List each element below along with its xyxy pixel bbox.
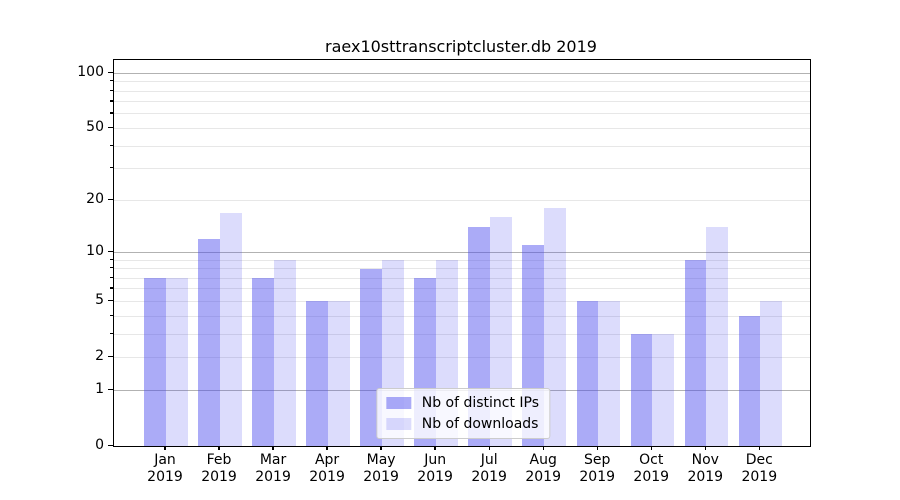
- gridline-y-100: [114, 72, 810, 74]
- x-tick-mark-dec: [758, 446, 760, 450]
- gridline-y-3: [114, 333, 810, 335]
- x-tick-label-may: May 2019: [363, 452, 399, 485]
- gridline-y-8: [114, 268, 810, 270]
- bar-distinct-ips-apr: [306, 301, 329, 446]
- y-tick-mark-20: [108, 198, 113, 200]
- y-tick-label-5: 5: [95, 292, 104, 309]
- bar-downloads-dec: [760, 301, 782, 446]
- y-tick-label-10: 10: [86, 243, 104, 260]
- y-minor-tick-mark-7: [110, 276, 113, 278]
- bar-distinct-ips-mar: [252, 278, 275, 446]
- y-tick-mark-10: [108, 250, 113, 253]
- x-tick-mark-oct: [650, 446, 652, 450]
- gridline-y-9: [114, 259, 810, 261]
- legend-swatch-distinct-ips: [386, 397, 412, 409]
- y-minor-tick-mark-30: [110, 167, 113, 169]
- y-tick-label-1: 1: [95, 381, 104, 398]
- x-tick-mark-feb: [218, 446, 220, 450]
- bar-distinct-ips-sep: [576, 301, 599, 446]
- bar-distinct-ips-may: [360, 268, 383, 446]
- y-minor-tick-mark-70: [110, 100, 113, 102]
- x-tick-label-oct: Oct 2019: [633, 452, 670, 485]
- legend-item-distinct-ips: Nb of distinct IPs: [386, 395, 540, 411]
- bar-distinct-ips-jan: [144, 278, 166, 446]
- y-minor-tick-mark-3: [110, 332, 113, 334]
- gridline-y-2: [114, 356, 810, 358]
- x-tick-mark-aug: [542, 446, 544, 450]
- y-tick-mark-100: [108, 71, 113, 74]
- x-tick-mark-jul: [488, 446, 490, 450]
- gridline-y-50: [114, 127, 810, 129]
- bar-distinct-ips-oct: [630, 334, 653, 446]
- bar-downloads-feb: [220, 212, 242, 446]
- x-tick-mark-apr: [326, 446, 328, 450]
- legend-item-downloads: Nb of downloads: [386, 416, 539, 432]
- legend-label-distinct-ips: Nb of distinct IPs: [421, 395, 540, 411]
- legend-label-downloads: Nb of downloads: [421, 416, 539, 432]
- plot-area: Nb of distinct IPs Nb of downloads: [113, 59, 811, 447]
- x-tick-mark-jun: [434, 446, 436, 450]
- bar-distinct-ips-nov: [684, 260, 707, 446]
- x-tick-label-sep: Sep 2019: [579, 452, 616, 485]
- bar-downloads-nov: [706, 227, 728, 446]
- y-minor-tick-mark-4: [110, 314, 113, 316]
- bar-distinct-ips-dec: [738, 316, 761, 446]
- x-tick-mark-jan: [164, 446, 166, 450]
- y-tick-label-50: 50: [86, 119, 104, 136]
- gridline-y-40: [114, 145, 810, 147]
- y-tick-mark-50: [108, 126, 113, 129]
- x-tick-mark-sep: [596, 446, 598, 450]
- x-tick-label-jan: Jan 2019: [147, 452, 183, 485]
- x-tick-label-nov: Nov 2019: [687, 452, 724, 485]
- legend: Nb of distinct IPs Nb of downloads: [376, 388, 551, 439]
- x-tick-mark-may: [380, 446, 382, 450]
- y-minor-tick-mark-80: [110, 89, 113, 91]
- x-tick-label-feb: Feb 2019: [201, 452, 237, 485]
- y-minor-tick-mark-6: [110, 287, 113, 289]
- y-tick-mark-5: [108, 299, 113, 302]
- bar-downloads-jan: [166, 278, 188, 446]
- y-minor-tick-mark-9: [110, 258, 113, 260]
- gridline-y-90: [114, 81, 810, 83]
- x-tick-label-jul: Jul 2019: [471, 452, 507, 485]
- bar-downloads-oct: [652, 334, 674, 446]
- bar-distinct-ips-feb: [198, 238, 220, 446]
- legend-swatch-downloads: [386, 418, 412, 430]
- y-tick-label-2: 2: [95, 348, 104, 365]
- bar-downloads-aug: [544, 208, 566, 446]
- gridline-y-60: [114, 113, 810, 115]
- gridline-y-10: [114, 251, 810, 253]
- x-tick-label-mar: Mar 2019: [255, 452, 291, 485]
- y-tick-label-0: 0: [95, 437, 104, 453]
- bar-downloads-mar: [274, 260, 296, 446]
- gridline-y-7: [114, 277, 810, 279]
- x-tick-mark-nov: [704, 446, 706, 450]
- y-minor-tick-mark-8: [110, 267, 113, 269]
- x-tick-label-aug: Aug 2019: [525, 452, 561, 485]
- y-tick-mark-0: [108, 444, 113, 446]
- gridline-y-80: [114, 90, 810, 92]
- y-minor-tick-mark-40: [110, 144, 113, 146]
- y-minor-tick-mark-90: [110, 80, 113, 82]
- x-tick-label-apr: Apr 2019: [309, 452, 345, 485]
- x-tick-mark-mar: [272, 446, 274, 450]
- y-tick-label-100: 100: [77, 64, 104, 81]
- gridline-y-30: [114, 168, 810, 170]
- y-tick-mark-1: [108, 388, 113, 390]
- bar-downloads-apr: [328, 301, 350, 446]
- y-tick-label-20: 20: [86, 191, 104, 208]
- x-tick-label-dec: Dec 2019: [741, 452, 778, 485]
- gridline-y-4: [114, 315, 810, 317]
- y-tick-mark-2: [108, 355, 113, 358]
- gridline-y-20: [114, 199, 810, 201]
- y-minor-tick-mark-60: [110, 112, 113, 114]
- bar-downloads-sep: [598, 301, 620, 446]
- gridline-y-5: [114, 300, 810, 302]
- gridline-y-70: [114, 101, 810, 103]
- chart-title: raex10sttranscriptcluster.db 2019: [325, 37, 597, 56]
- x-tick-label-jun: Jun 2019: [417, 452, 453, 485]
- gridline-y-6: [114, 288, 810, 290]
